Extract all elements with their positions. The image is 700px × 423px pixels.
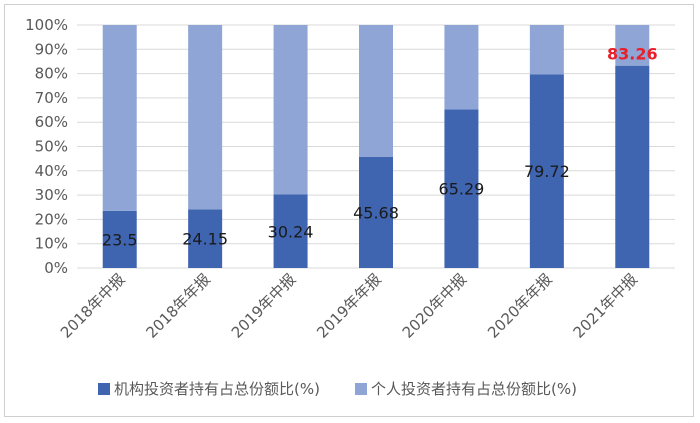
x-tick-label: 2021年中报 <box>570 270 642 342</box>
y-tick-label: 90% <box>35 40 68 58</box>
y-tick-label: 10% <box>35 235 68 253</box>
x-tick-label: 2020年中报 <box>399 270 471 342</box>
x-tick-label: 2020年年报 <box>484 270 556 342</box>
bar-individual <box>273 25 308 195</box>
y-tick-label: 70% <box>35 89 68 107</box>
bar-institutional <box>529 74 564 269</box>
bar-individual <box>188 25 223 210</box>
bar-individual <box>102 25 137 211</box>
y-tick-label: 20% <box>35 210 68 228</box>
x-tick-label: 2019年年报 <box>313 270 385 342</box>
data-label: 83.26 <box>607 45 658 64</box>
bar-institutional <box>359 156 393 268</box>
data-label: 23.5 <box>102 230 138 249</box>
bar-individual <box>444 25 479 110</box>
x-tick-label: 2019年中报 <box>228 270 300 342</box>
data-labels: 23.5 24.15 30.24 45.68 65.29 79.72 83.26 <box>102 45 658 250</box>
y-tick-label: 0% <box>44 259 68 277</box>
bar-institutional <box>615 65 650 269</box>
bar-individual <box>359 25 393 157</box>
bar-institutional <box>102 210 137 268</box>
y-axis-tick-labels: 0% 10% 20% 30% 40% 50% 60% 70% 80% 90% 100% <box>25 16 68 277</box>
y-tick-label: 80% <box>35 65 68 83</box>
legend-swatch-individual <box>355 383 367 395</box>
bar-institutional <box>273 194 308 268</box>
x-tick-label: 2018年中报 <box>57 270 129 342</box>
data-label: 45.68 <box>353 203 399 222</box>
y-tick-label: 100% <box>25 16 68 34</box>
legend-label-individual: 个人投资者持有占总份额比(%) <box>371 380 577 398</box>
y-tick-label: 60% <box>35 113 68 131</box>
legend-label-institutional: 机构投资者持有占总份额比(%) <box>114 380 320 398</box>
bars <box>102 25 650 269</box>
data-label: 30.24 <box>268 222 314 241</box>
x-tick-label: 2018年年报 <box>142 270 214 342</box>
bar-individual <box>615 25 650 66</box>
bar-institutional <box>444 109 479 268</box>
y-tick-label: 50% <box>35 138 68 156</box>
data-label: 79.72 <box>524 162 570 181</box>
bar-institutional <box>188 209 223 268</box>
x-axis-tick-labels: 2018年中报 2018年年报 2019年中报 2019年年报 2020年中报 2020年… <box>57 270 641 342</box>
legend-swatch-institutional <box>98 383 110 395</box>
data-label: 24.15 <box>182 230 228 249</box>
y-tick-label: 40% <box>35 162 68 180</box>
bar-individual <box>529 25 564 75</box>
data-label: 65.29 <box>439 180 485 199</box>
legend: 机构投资者持有占总份额比(%) 个人投资者持有占总份额比(%) <box>98 380 577 398</box>
y-tick-label: 30% <box>35 186 68 204</box>
